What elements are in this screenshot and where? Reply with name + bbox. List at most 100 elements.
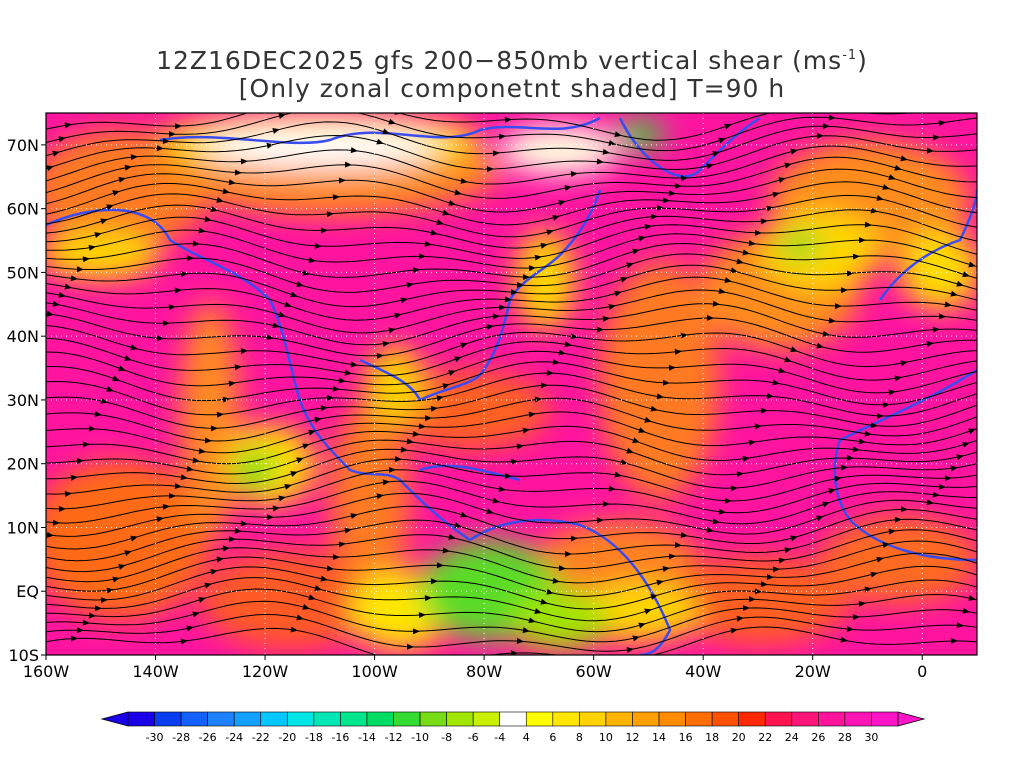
streamline-arrow <box>290 471 298 477</box>
colorbar-segment <box>579 711 607 727</box>
streamline-arrow <box>412 628 420 635</box>
streamline-arrow <box>816 515 824 522</box>
coast-europe <box>878 189 977 301</box>
streamline-arrow <box>846 270 854 277</box>
streamline-arrow <box>608 303 616 310</box>
streamline-arrow <box>570 170 578 177</box>
streamline-arrow <box>418 253 426 260</box>
streamline <box>46 337 977 381</box>
streamline-arrow <box>546 369 554 376</box>
streamline-arrow <box>706 163 714 170</box>
lat-label: 50N <box>7 263 39 282</box>
streamline-arrow <box>266 142 274 149</box>
streamline-arrow <box>168 304 176 311</box>
streamline-arrow <box>828 114 836 121</box>
streamline-arrow <box>730 267 738 274</box>
streamline <box>46 540 977 584</box>
streamline-arrow <box>344 527 352 534</box>
lon-label: 60W <box>576 662 612 681</box>
streamline-arrow <box>882 184 890 190</box>
streamline-arrow <box>596 517 604 524</box>
streamline-arrow <box>706 526 714 533</box>
streamline-arrow <box>846 454 854 461</box>
streamline-arrow <box>662 197 670 204</box>
streamline-arrow <box>240 520 248 527</box>
lat-label: 60N <box>7 200 39 219</box>
streamline-arrow <box>210 206 218 212</box>
streamline-arrow <box>840 287 848 294</box>
streamline-arrow <box>638 427 646 433</box>
lat-label: 10S <box>8 646 39 665</box>
streamline-arrow <box>436 395 444 402</box>
streamline <box>46 448 977 489</box>
colorbar-label: 26 <box>811 731 825 744</box>
streamline-arrow <box>240 348 248 355</box>
streamline-arrow <box>656 579 664 586</box>
lat-label: 10N <box>7 518 39 537</box>
streamline-arrow <box>180 271 188 278</box>
lon-label: 160W <box>23 662 70 681</box>
streamline-arrow <box>272 128 280 134</box>
colorbar-segment <box>552 711 580 727</box>
streamline-arrow <box>332 194 340 201</box>
streamline-arrow <box>790 535 798 542</box>
streamline-arrow <box>112 576 120 583</box>
streamline-arrow <box>162 503 170 510</box>
streamline-arrow <box>156 516 164 523</box>
streamline-arrow <box>712 300 720 307</box>
streamline-arrow <box>766 205 774 212</box>
streamline-arrow <box>162 320 170 327</box>
shading-layer <box>46 113 977 655</box>
colorbar-label: -30 <box>146 731 164 744</box>
colorbar-segment <box>127 711 155 727</box>
streamline-arrow <box>448 370 456 376</box>
streamline-arrow <box>626 262 634 269</box>
streamline-arrow <box>888 528 896 535</box>
streamline-arrow <box>742 249 750 256</box>
streamline-arrow <box>522 274 530 281</box>
streamline-arrow <box>174 287 182 294</box>
colorbar-label: -28 <box>172 731 190 744</box>
streamline-arrow <box>724 123 732 130</box>
streamline-arrow <box>326 211 334 218</box>
streamline-arrow <box>834 475 842 482</box>
streamline-arrow <box>350 147 358 154</box>
streamline-arrow <box>938 313 946 320</box>
streamline-arrow <box>156 335 164 342</box>
colorbar-segment <box>525 711 554 727</box>
longitude-labels: 160W 140W 120W 100W 80W 60W 40W 20W 0 <box>23 655 927 681</box>
streamline-arrow <box>968 428 976 435</box>
streamline-arrow <box>564 341 572 348</box>
streamline-arrow <box>945 104 953 111</box>
streamline-arrow <box>424 415 432 422</box>
streamline-arrow <box>900 506 908 513</box>
colorbar-segment <box>685 711 713 727</box>
streamline-arrow <box>894 516 902 523</box>
streamline-arrow <box>94 411 102 417</box>
streamline-arrow <box>608 140 616 146</box>
colorbar-segment <box>446 711 474 727</box>
streamline-arrow <box>82 441 90 448</box>
map-frame <box>45 112 978 656</box>
streamline-arrow <box>88 244 96 251</box>
streamline-arrow <box>228 536 236 543</box>
streamline <box>46 529 977 573</box>
streamline-arrow <box>852 253 860 260</box>
streamline-arrow <box>296 281 304 287</box>
streamline-arrow <box>406 643 414 650</box>
streamline-arrow <box>442 547 450 554</box>
streamline-arrow <box>840 464 848 471</box>
streamline-arrow <box>596 158 604 165</box>
streamline-arrow <box>968 261 976 268</box>
streamline-arrow <box>778 557 786 564</box>
streamline-arrow <box>570 333 578 340</box>
streamline-arrow <box>192 457 200 464</box>
streamline-arrow <box>52 300 60 307</box>
streamline-arrow <box>876 412 884 419</box>
streamline-arrow <box>864 221 872 228</box>
streamline-arrow <box>332 385 340 392</box>
streamline-arrow <box>766 573 774 580</box>
streamline-arrow <box>674 542 682 549</box>
streamline-arrow <box>210 425 218 432</box>
streamline-arrow <box>486 166 494 173</box>
